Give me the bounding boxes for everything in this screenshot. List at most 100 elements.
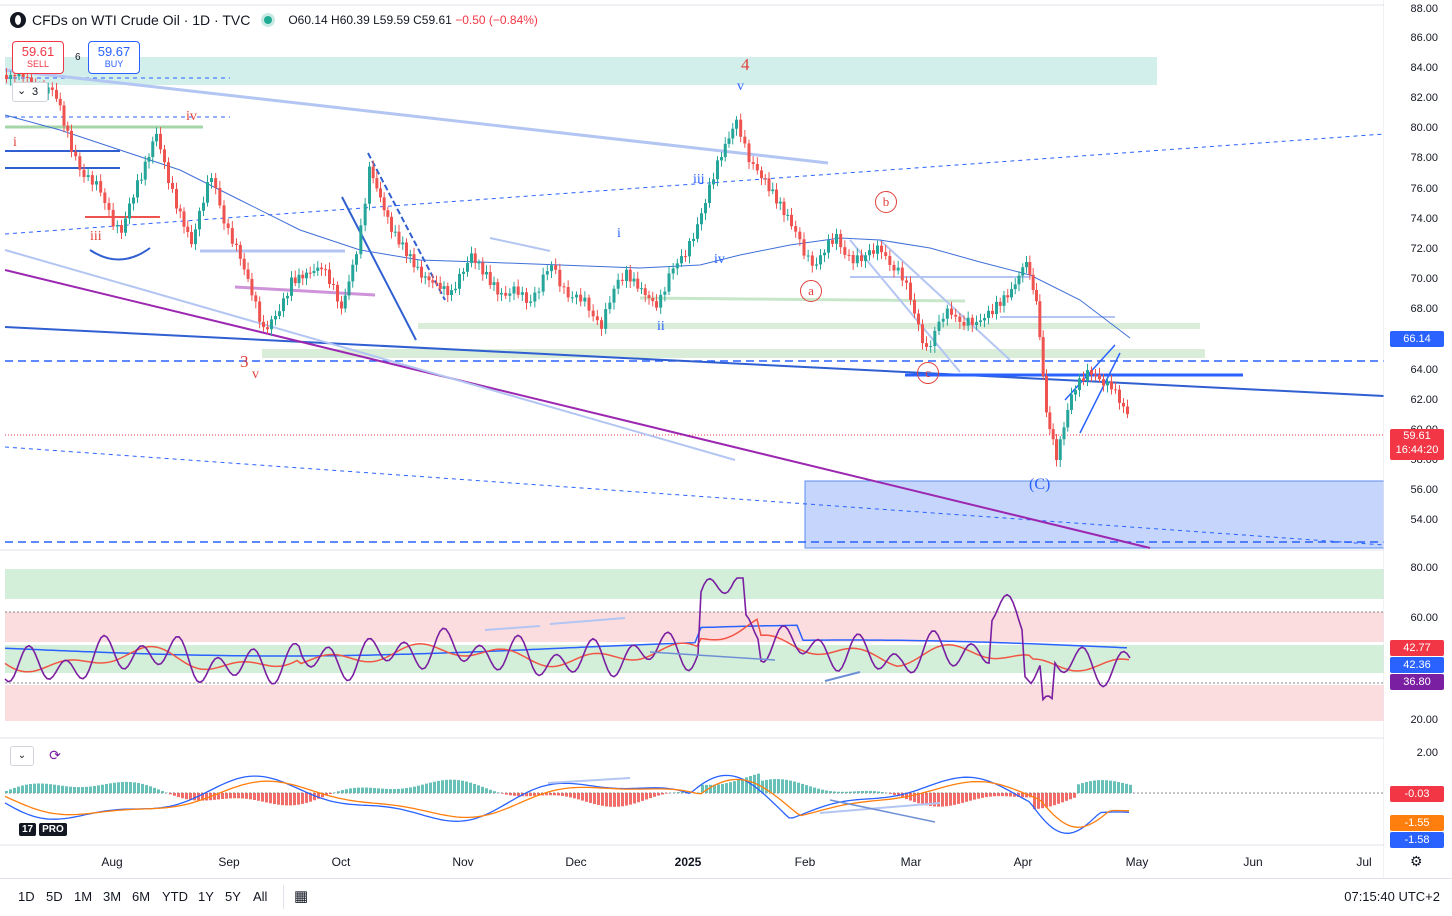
timeframe-6m[interactable]: 6M <box>132 889 150 904</box>
time-axis-label: Sep <box>218 855 239 869</box>
macd-histogram-bar <box>549 793 552 795</box>
time-axis-label: 2025 <box>675 855 702 869</box>
macd-histogram-bar <box>301 793 304 804</box>
symbol-title[interactable]: CFDs on WTI Crude Oil · 1D · TVC <box>32 12 250 28</box>
timeframe-5d[interactable]: 5D <box>46 889 63 904</box>
sell-price: 59.61 <box>13 44 63 59</box>
macd-histogram-bar <box>957 793 960 804</box>
wave-label-v-blue: v <box>737 79 744 95</box>
macd-histogram-bar <box>893 793 896 795</box>
refresh-icon[interactable]: ⟳ <box>44 746 66 764</box>
macd-histogram-bar <box>269 793 272 803</box>
candle-body <box>1059 439 1062 460</box>
candle-body <box>1126 406 1129 414</box>
candle-body <box>409 254 412 256</box>
macd-histogram-bar <box>1061 793 1064 802</box>
candle-body <box>320 268 323 270</box>
candle-body <box>771 190 774 192</box>
bottom-toolbar: 1D 5D 1M 3M 6M YTD 1Y 5Y All ▦ 07:15:40 … <box>0 878 1452 916</box>
macd-histogram-bar <box>465 782 468 793</box>
macd-histogram-bar <box>109 783 112 793</box>
macd-histogram-bar <box>45 784 48 793</box>
candle-body <box>588 298 591 311</box>
macd-histogram-bar <box>593 793 596 804</box>
candle-body <box>971 318 974 325</box>
timeframe-ytd[interactable]: YTD <box>162 889 188 904</box>
macd-histogram-bar <box>605 793 608 806</box>
date-range-icon[interactable]: ▦ <box>294 887 308 905</box>
indicators-toggle[interactable]: ⌄ 3 <box>12 82 48 102</box>
macd-histogram-bar <box>1089 781 1092 793</box>
candle-body <box>942 319 945 322</box>
price-axis-label: 56.00 <box>1388 484 1438 496</box>
pane-collapse-button[interactable]: ⌄ <box>10 746 34 766</box>
candle-body <box>1106 381 1109 385</box>
candle-body <box>66 126 69 131</box>
macd-histogram-bar <box>145 785 148 793</box>
timeframe-3m[interactable]: 3M <box>103 889 121 904</box>
candle-body <box>929 346 932 347</box>
macd-histogram-bar <box>481 787 484 793</box>
wave-label-iv-blue: iv <box>714 252 725 268</box>
macd-histogram-bar <box>337 791 340 793</box>
candle-body <box>529 301 532 302</box>
candle-body <box>1042 337 1045 376</box>
macd-histogram-bar <box>1085 782 1088 793</box>
macd-histogram-bar <box>381 789 384 793</box>
macd-histogram-bar <box>1065 793 1068 801</box>
candle-body <box>827 240 830 253</box>
buy-button[interactable]: 59.67 BUY <box>88 41 140 74</box>
macd-histogram-bar <box>89 786 92 793</box>
macd-histogram-bar <box>461 781 464 793</box>
candle-body <box>613 289 616 303</box>
sell-button[interactable]: 59.61 SELL <box>12 41 64 74</box>
macd-histogram-bar <box>1101 780 1104 793</box>
candle-body <box>525 292 528 303</box>
macd-histogram-bar <box>81 787 84 793</box>
timeframe-1d[interactable]: 1D <box>18 889 35 904</box>
timeframe-all[interactable]: All <box>253 889 267 904</box>
candle-body <box>416 267 419 268</box>
timeframe-5y[interactable]: 5Y <box>225 889 241 904</box>
macd-histogram-bar <box>653 793 656 797</box>
candle-body <box>967 318 970 326</box>
candle-body <box>214 178 217 188</box>
macd-histogram-bar <box>1057 793 1060 804</box>
macd-histogram-bar <box>881 792 884 793</box>
macd-histogram-bar <box>13 788 16 793</box>
macd-histogram-bar <box>961 793 964 803</box>
clock[interactable]: 07:15:40 UTC+2 <box>1344 889 1440 904</box>
macd-histogram-bar <box>1105 780 1108 793</box>
candle-body <box>659 295 662 308</box>
timeframe-1y[interactable]: 1Y <box>198 889 214 904</box>
candle-body <box>206 182 209 203</box>
candle-body <box>1014 284 1017 289</box>
macd-histogram-bar <box>53 785 56 793</box>
candle-body <box>202 203 205 211</box>
macd-histogram-bar <box>85 787 88 793</box>
candle-body <box>1090 370 1093 375</box>
macd-histogram-bar <box>741 779 744 793</box>
macd-histogram-bar <box>329 793 332 794</box>
macd-histogram-bar <box>789 781 792 793</box>
candle-body <box>696 224 699 239</box>
candle-body <box>663 292 666 295</box>
sell-label: SELL <box>13 59 63 69</box>
candle-body <box>1066 410 1069 427</box>
timeframe-1m[interactable]: 1M <box>74 889 92 904</box>
macd-histogram-bar <box>1005 793 1008 796</box>
candle-body <box>843 247 846 255</box>
macd-histogram-bar <box>965 793 968 802</box>
candle-body <box>1102 379 1105 385</box>
candle-body <box>724 144 727 157</box>
candle-body <box>489 272 492 285</box>
candle-body <box>375 178 378 188</box>
macd-histogram-bar <box>205 793 208 800</box>
candle-body <box>474 253 477 263</box>
settings-gear-icon[interactable]: ⚙ <box>1410 853 1423 870</box>
chart-canvas[interactable] <box>0 0 1384 878</box>
candle-body <box>819 255 822 264</box>
candle-body <box>651 298 654 301</box>
candle-body <box>1118 390 1121 403</box>
